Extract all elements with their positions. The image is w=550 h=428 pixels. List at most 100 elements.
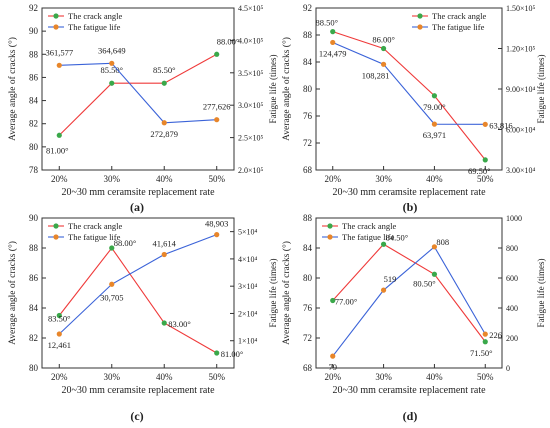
data-label: 81.00° bbox=[221, 349, 244, 359]
fatigue-life-point bbox=[330, 39, 336, 46]
legend-label: The fatigue life bbox=[68, 22, 121, 32]
series-line-crack-angle bbox=[58, 247, 217, 354]
panel-label: (a) bbox=[130, 200, 144, 214]
left-tick-label: 82 bbox=[29, 333, 38, 343]
left-axis-title: Average angle of cracks (°) bbox=[281, 37, 292, 141]
right-axis-title: Fatigue life (times) bbox=[536, 259, 546, 328]
crack-angle-point bbox=[380, 45, 387, 52]
right-tick-label: 4.5×10⁵ bbox=[238, 4, 264, 13]
fatigue-life-point bbox=[482, 121, 488, 127]
crack-angle-point bbox=[109, 80, 115, 86]
x-tick-label: 40% bbox=[426, 174, 443, 184]
chart-panel-a: 78 80 82 84 86 88 90 92 2.0×10⁵ 2.5×10⁵ 3.0×10⁵ 3.5… bbox=[7, 3, 278, 214]
right-tick-label: 3.5×10⁵ bbox=[238, 69, 264, 78]
crack-angle-point bbox=[482, 339, 488, 345]
legend-marker bbox=[417, 24, 423, 30]
crack-angle-point bbox=[482, 157, 488, 163]
right-tick-label: 3×10⁴ bbox=[238, 282, 258, 291]
x-tick-label: 20% bbox=[324, 174, 341, 184]
right-tick-label: 2.5×10⁵ bbox=[238, 134, 264, 143]
legend-marker bbox=[417, 13, 423, 19]
right-tick-label: 1.50×10⁵ bbox=[506, 4, 536, 13]
x-tick-label: 50% bbox=[477, 174, 494, 184]
left-tick-label: 80 bbox=[29, 142, 39, 152]
data-label: 519 bbox=[384, 274, 397, 284]
right-tick-label: 1×10⁴ bbox=[238, 337, 258, 346]
series-line-fatigue-life bbox=[332, 41, 486, 125]
fatigue-life-point bbox=[56, 331, 62, 337]
x-tick-label: 40% bbox=[156, 174, 173, 184]
data-label: 808 bbox=[436, 237, 449, 247]
data-label: 48,903 bbox=[205, 219, 228, 229]
left-tick-label: 76 bbox=[303, 303, 313, 313]
right-tick-label: 3.0×10⁵ bbox=[238, 101, 264, 110]
left-tick-label: 72 bbox=[303, 138, 312, 148]
legend-label: The crack angle bbox=[68, 11, 122, 21]
x-tick-label: 20% bbox=[51, 174, 68, 184]
data-label: 124,479 bbox=[319, 48, 347, 58]
legend-marker bbox=[53, 234, 59, 240]
data-label: 108,281 bbox=[362, 70, 390, 80]
fatigue-life-point bbox=[482, 331, 488, 337]
data-label: 30,705 bbox=[100, 292, 123, 302]
data-label: 85.50° bbox=[153, 65, 176, 75]
data-label: 277,626 bbox=[203, 102, 231, 112]
x-axis-title: 20~30 mm ceramsite replacement rate bbox=[332, 187, 486, 198]
legend-label: The fatigue life bbox=[342, 232, 395, 242]
data-label: 86.00° bbox=[372, 35, 395, 45]
data-label: 71.50° bbox=[470, 348, 493, 358]
left-tick-label: 84 bbox=[303, 57, 313, 67]
right-tick-label: 5×10⁴ bbox=[238, 228, 258, 237]
legend-label: The fatigue life bbox=[68, 232, 121, 242]
data-label: 361,577 bbox=[45, 47, 73, 57]
left-tick-label: 88 bbox=[303, 30, 313, 40]
fatigue-life-point bbox=[161, 251, 167, 258]
legend-marker bbox=[53, 13, 59, 19]
left-tick-label: 68 bbox=[303, 363, 313, 373]
chart-panel-d: 68 72 76 80 84 88 0 200 400 600 800 1000 20% 30% 40% 50… bbox=[281, 213, 546, 423]
panel-label: (c) bbox=[130, 409, 143, 423]
x-axis-title: 20~30 mm ceramsite replacement rate bbox=[332, 385, 486, 396]
left-axis-title: Average angle of cracks (°) bbox=[7, 37, 18, 141]
right-axis-title: Fatigue life (times) bbox=[268, 259, 278, 328]
left-tick-label: 88 bbox=[303, 213, 313, 223]
fatigue-life-point bbox=[380, 61, 387, 67]
left-tick-label: 78 bbox=[29, 165, 39, 175]
right-tick-label: 400 bbox=[506, 304, 518, 313]
data-label: 88.00° bbox=[217, 36, 240, 46]
data-label: 77.00° bbox=[335, 297, 358, 307]
data-label: 79 bbox=[328, 362, 337, 372]
legend-label: The crack angle bbox=[432, 11, 486, 21]
plot-frame bbox=[41, 217, 235, 369]
crack-angle-point bbox=[431, 271, 438, 277]
fatigue-life-point bbox=[214, 232, 220, 238]
crack-angle-point bbox=[214, 350, 220, 356]
series-line-fatigue-life bbox=[58, 234, 217, 335]
x-axis-title: 20~30 mm ceramsite replacement rate bbox=[61, 187, 215, 198]
x-tick-label: 30% bbox=[375, 372, 392, 382]
legend-marker bbox=[53, 24, 59, 30]
right-tick-label: 2.0×10⁵ bbox=[238, 166, 264, 175]
x-tick-label: 50% bbox=[208, 372, 225, 382]
data-label: 63,816 bbox=[489, 120, 512, 130]
crack-angle-point bbox=[161, 320, 167, 326]
chart-panel-b: 68 72 76 80 84 88 92 3.00×10⁴ 6.00×10⁴ 9.00×10⁴ 1.… bbox=[281, 3, 546, 214]
fatigue-life-point bbox=[214, 117, 220, 123]
right-tick-label: 600 bbox=[506, 274, 518, 283]
right-tick-label: 4.0×10⁵ bbox=[238, 36, 264, 45]
series-line-crack-angle bbox=[332, 243, 486, 343]
fatigue-life-point bbox=[431, 244, 438, 250]
data-label: 88.50° bbox=[315, 18, 338, 28]
series-line-crack-angle bbox=[58, 53, 217, 136]
crack-angle-point bbox=[56, 132, 62, 138]
series-line-crack-angle bbox=[332, 31, 486, 161]
fatigue-life-point bbox=[380, 287, 387, 293]
right-tick-label: 2×10⁴ bbox=[238, 309, 258, 318]
right-tick-label: 6.00×10⁴ bbox=[506, 126, 536, 135]
data-label: 12,461 bbox=[48, 340, 71, 350]
crack-angle-point bbox=[161, 80, 167, 86]
left-tick-label: 82 bbox=[29, 119, 38, 129]
data-label: 85.50° bbox=[100, 65, 123, 75]
